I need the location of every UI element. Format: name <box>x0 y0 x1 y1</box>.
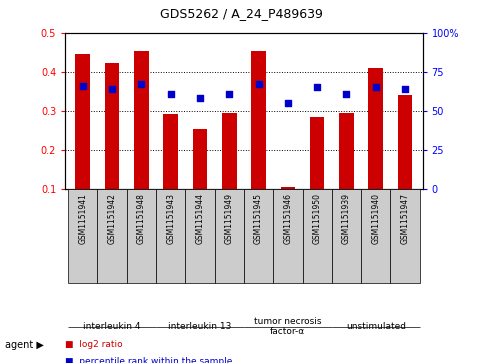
Bar <box>163 114 178 189</box>
Bar <box>390 189 420 283</box>
Point <box>313 85 321 90</box>
Bar <box>251 52 266 189</box>
Bar <box>185 189 214 283</box>
Bar <box>214 189 244 283</box>
Text: GSM1151949: GSM1151949 <box>225 193 234 244</box>
Bar <box>339 114 354 189</box>
Bar <box>127 189 156 283</box>
Point <box>138 81 145 87</box>
Bar <box>68 189 98 283</box>
Text: GSM1151945: GSM1151945 <box>254 193 263 244</box>
Text: GSM1151943: GSM1151943 <box>166 193 175 244</box>
Text: GDS5262 / A_24_P489639: GDS5262 / A_24_P489639 <box>160 7 323 20</box>
Text: interleukin 13: interleukin 13 <box>168 322 232 331</box>
Point <box>196 95 204 101</box>
Text: GSM1151946: GSM1151946 <box>284 193 292 244</box>
Bar <box>281 187 295 189</box>
Point <box>342 91 350 97</box>
Text: ■  percentile rank within the sample: ■ percentile rank within the sample <box>65 357 233 363</box>
Bar <box>193 129 207 189</box>
Bar <box>105 63 119 189</box>
Point <box>401 86 409 92</box>
Bar <box>302 189 332 283</box>
Point <box>255 81 262 87</box>
Bar <box>244 189 273 283</box>
Bar <box>156 189 185 283</box>
Bar <box>98 189 127 283</box>
Text: GSM1151950: GSM1151950 <box>313 193 322 244</box>
Text: GSM1151942: GSM1151942 <box>108 193 116 244</box>
Point <box>79 83 86 89</box>
Bar <box>222 113 237 189</box>
Text: interleukin 4: interleukin 4 <box>84 322 141 331</box>
Text: tumor necrosis
factor-α: tumor necrosis factor-α <box>254 317 322 337</box>
Text: GSM1151940: GSM1151940 <box>371 193 380 244</box>
Text: GSM1151944: GSM1151944 <box>196 193 204 244</box>
Text: agent ▶: agent ▶ <box>5 340 43 350</box>
Point <box>226 91 233 97</box>
Bar <box>75 54 90 189</box>
Bar <box>310 117 325 189</box>
Bar <box>273 189 302 283</box>
Text: GSM1151947: GSM1151947 <box>400 193 410 244</box>
Text: GSM1151941: GSM1151941 <box>78 193 87 244</box>
Point <box>284 100 292 106</box>
Point <box>167 91 174 97</box>
Text: GSM1151939: GSM1151939 <box>342 193 351 244</box>
Text: GSM1151948: GSM1151948 <box>137 193 146 244</box>
Bar <box>369 68 383 189</box>
Point <box>108 86 116 92</box>
Bar <box>398 95 412 189</box>
Point <box>372 85 380 90</box>
Text: ■  log2 ratio: ■ log2 ratio <box>65 340 123 349</box>
Bar <box>361 189 390 283</box>
Bar <box>332 189 361 283</box>
Text: unstimulated: unstimulated <box>346 322 406 331</box>
Bar <box>134 52 149 189</box>
